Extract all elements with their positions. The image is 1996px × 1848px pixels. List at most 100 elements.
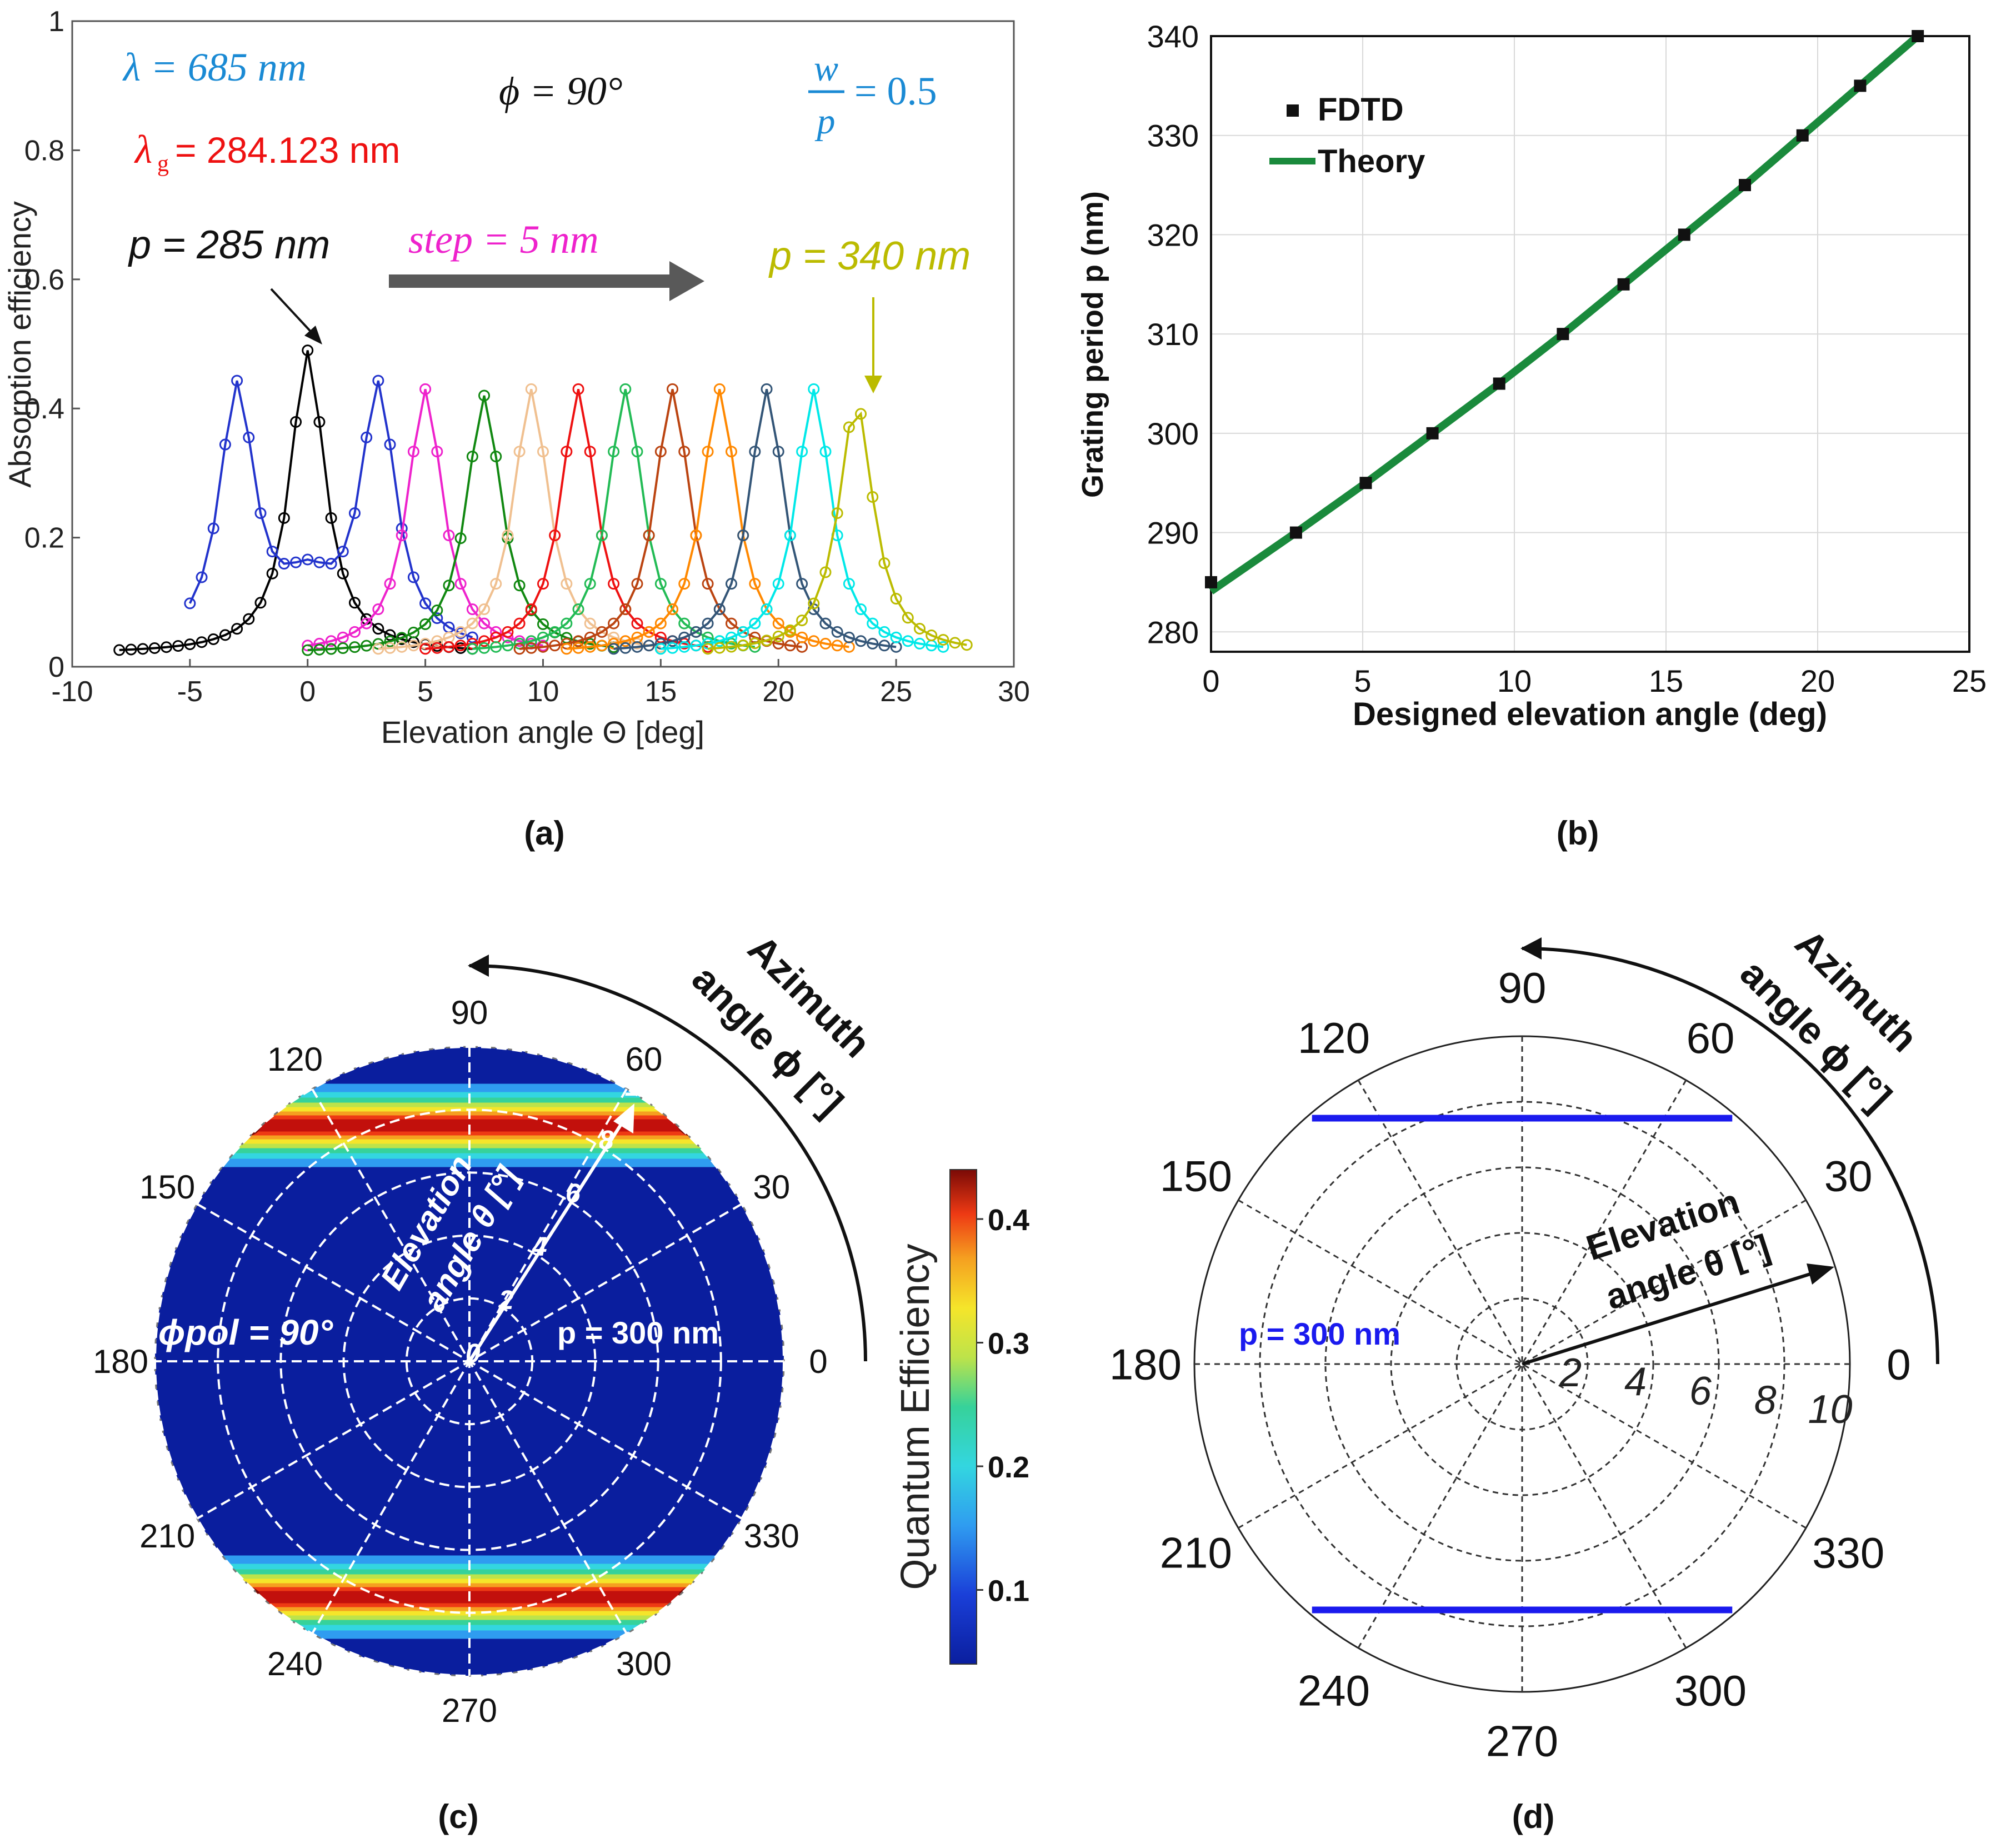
x-tick-label-a: 20 [762, 676, 794, 708]
data-point-a [290, 556, 302, 568]
data-point-a [466, 643, 478, 655]
data-point-a [819, 446, 832, 458]
x-tick-label-b: 15 [1649, 663, 1683, 698]
data-point-a [619, 603, 632, 616]
data-point-a [843, 631, 855, 643]
data-point-a [419, 597, 432, 610]
angle-label: 180 [1109, 1340, 1182, 1389]
data-point-a [796, 615, 808, 627]
data-point-a [572, 635, 584, 647]
data-point-a [713, 635, 726, 647]
azimuth-arc-d [1522, 947, 1939, 1365]
data-point-a [325, 512, 337, 524]
data-point-a [678, 446, 691, 458]
annotation-last-period: p = 340 nm [768, 234, 971, 278]
data-point-fdtd [1359, 477, 1372, 490]
data-point-a [325, 558, 337, 570]
data-point-a [561, 446, 573, 458]
data-point-a [396, 632, 408, 644]
data-point-a [690, 626, 702, 638]
data-point-a [878, 557, 891, 570]
data-point-a [914, 622, 926, 635]
heat-hotspot [218, 1585, 261, 1610]
data-point-a [443, 641, 455, 653]
data-point-fdtd [1912, 30, 1924, 42]
x-tick-label-a: 25 [880, 676, 912, 708]
data-point-a [219, 438, 231, 451]
data-point-a [631, 637, 643, 650]
legend-marker-fdtd [1287, 104, 1299, 117]
data-point-a [419, 643, 432, 655]
colorbar-tick-label: 0.3 [988, 1327, 1029, 1361]
step-arrow [389, 261, 704, 301]
data-point-a [243, 613, 255, 625]
data-point-a [855, 635, 867, 647]
azimuth-arc-c [469, 963, 867, 1362]
data-point-a [772, 630, 784, 642]
series-fdtd [1205, 30, 1924, 588]
data-point-a [561, 643, 573, 655]
data-point-a [726, 617, 737, 630]
data-point-fdtd [1557, 328, 1569, 341]
data-point-a [513, 446, 526, 458]
data-point-fdtd [1426, 427, 1439, 439]
radial-label: 8 [1754, 1378, 1777, 1423]
data-point-a [819, 566, 832, 578]
angle-label: 210 [1160, 1528, 1232, 1577]
data-point-fdtd [1493, 377, 1505, 390]
data-point-a [490, 451, 502, 463]
data-point-a [478, 617, 491, 630]
data-point-a [266, 546, 278, 558]
data-point-a [172, 640, 184, 652]
data-point-a [737, 639, 749, 651]
data-point-fdtd [1289, 526, 1302, 539]
annotation-step: step = 5 nm [408, 217, 599, 262]
data-point-a [384, 578, 396, 590]
annotation-ratio-denominator: p [815, 101, 836, 142]
data-point-a [914, 637, 926, 650]
annotation-lambda-g-symbol: λ [134, 127, 152, 172]
data-point-a [902, 612, 914, 624]
data-point-a [525, 642, 537, 654]
data-point-a [372, 374, 384, 387]
data-point-a [431, 604, 443, 616]
data-point-a [466, 603, 478, 616]
data-point-a [537, 446, 549, 458]
radial-label: 2 [1559, 1351, 1582, 1395]
data-point-a [502, 640, 514, 652]
data-point-a [384, 438, 396, 451]
data-point-a [784, 640, 796, 652]
data-point-a [619, 635, 632, 647]
data-point-a [278, 512, 290, 524]
data-point-a [749, 637, 761, 650]
data-point-a [761, 603, 773, 616]
elevation-arrow-d [1522, 1271, 1816, 1366]
data-point-fdtd [1854, 79, 1867, 92]
data-point-a [608, 631, 620, 643]
data-point-a [184, 597, 196, 610]
data-point-a [196, 571, 208, 583]
data-point-a [513, 617, 526, 630]
data-point-a [478, 642, 491, 654]
data-point-a [431, 635, 443, 647]
data-point-a [302, 553, 314, 566]
period-label-d: p = 300 nm [1239, 1316, 1400, 1351]
data-point-a [702, 631, 714, 643]
x-tick-label-b: 5 [1354, 663, 1371, 698]
data-point-a [313, 416, 326, 428]
x-axis-ticks-a: -10 -5 0 5 10 15 20 25 30 [51, 659, 1030, 708]
y-tick-label-b: 320 [1147, 217, 1199, 252]
data-point-a [466, 451, 478, 463]
data-point-a [537, 578, 549, 590]
data-point-a [407, 571, 419, 583]
legend-label-fdtd: FDTD [1318, 92, 1404, 128]
data-point-a [466, 617, 478, 630]
x-tick-label-a: 15 [644, 676, 677, 708]
y-tick-label-b: 290 [1147, 516, 1199, 551]
data-point-a [349, 507, 361, 520]
data-point-a [407, 626, 419, 638]
y-tick-label-a: 0.2 [24, 522, 64, 555]
data-point-a [678, 617, 691, 630]
data-point-a [184, 638, 196, 651]
data-point-a [384, 642, 396, 654]
